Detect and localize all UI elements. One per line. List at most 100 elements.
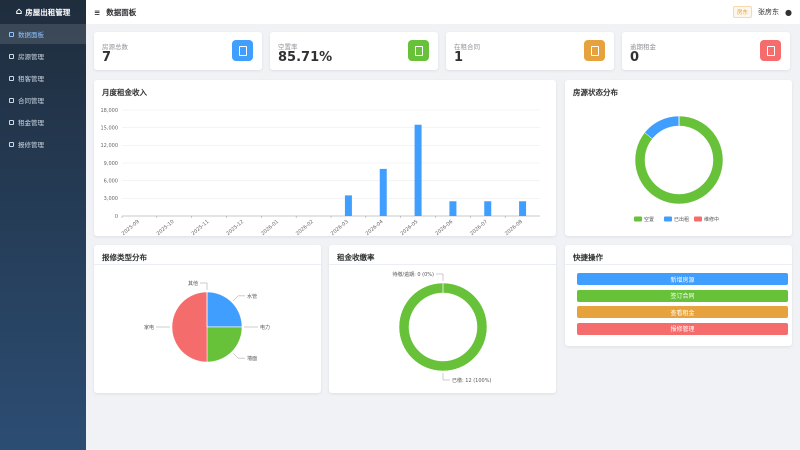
slice <box>644 115 680 140</box>
action-button[interactable]: 报修管理 <box>577 322 788 335</box>
chart: 已缴: 12 (100%) 待缴/逾期: 0 (0%) <box>392 271 491 384</box>
x-tick-label: 2026-08 <box>504 219 524 236</box>
legend-label: 空置 <box>644 216 654 223</box>
menu-icon <box>9 141 14 147</box>
menu-item[interactable]: 租客管理 <box>0 68 86 88</box>
x-tick-label: 2026-05 <box>399 219 419 236</box>
y-tick-label: 3,000 <box>104 196 118 202</box>
menu-icon <box>9 97 14 103</box>
x-tick-label: 2025-11 <box>190 219 210 236</box>
x-tick-label: 2026-02 <box>295 219 315 236</box>
x-tick-label: 2025-10 <box>156 219 176 236</box>
slice <box>398 282 488 372</box>
stat-value: 0 <box>630 50 640 65</box>
x-tick-label: 2025-12 <box>225 219 245 236</box>
menu-item[interactable]: 报修管理 <box>0 134 86 154</box>
legend-label: 已出租 <box>674 216 689 223</box>
slice-label: 待缴/逾期: 0 (0%) <box>392 271 434 278</box>
menu-item[interactable]: 合同管理 <box>0 90 86 110</box>
stat-value: 1 <box>454 50 464 65</box>
quick-actions: 快捷操作 新增房源签订合同查看租金报修管理 <box>565 245 792 346</box>
bar <box>344 195 352 216</box>
bar <box>379 168 387 216</box>
menu-item[interactable]: 租金管理 <box>0 112 86 132</box>
stat-card: 在租合同 1 <box>446 32 614 70</box>
chart-card: 租金收缴率 已缴: 12 (100%) 待缴/逾期: 0 (0%) <box>329 245 556 393</box>
legend-swatch <box>634 216 642 222</box>
x-tick-label: 2026-06 <box>434 219 454 236</box>
role-badge: 房东 <box>733 6 753 18</box>
chart: 空置 已出租 维修中 <box>634 115 724 223</box>
y-tick-label: 15,000 <box>101 125 119 131</box>
chart-title: 租金收缴率 <box>337 253 375 262</box>
chart-card: 房源状态分布 空置 已出租 维修中 <box>565 80 792 236</box>
user-name[interactable]: 张房东 <box>758 8 780 16</box>
brand: ⌂ 房屋出租管理 <box>15 7 71 17</box>
legend-swatch <box>664 216 672 222</box>
chart-card: 月度租金收入 0 3,000 6,000 9,000 12,000 15,000 18,00… <box>94 80 556 236</box>
x-tick-label: 2026-01 <box>260 219 280 236</box>
menu-item[interactable]: 房源管理 <box>0 46 86 66</box>
stat-card: 空置率 85.71% <box>270 32 438 70</box>
brand-title: 房屋出租管理 <box>25 7 71 17</box>
stat-card: 房源总数 7 <box>94 32 262 70</box>
stat-label: 在租合同 <box>454 43 480 51</box>
x-tick-label: 2026-07 <box>469 219 489 236</box>
label-line <box>200 282 208 290</box>
slice-label: 水管 <box>247 293 257 300</box>
label-line <box>232 352 246 359</box>
menu-label: 合同管理 <box>18 97 44 105</box>
x-tick-label: 2026-03 <box>330 219 350 236</box>
label-line <box>232 295 246 302</box>
sidebar: ⌂ 房屋出租管理 数据面板房源管理租客管理合同管理租金管理报修管理 <box>0 0 86 450</box>
slice <box>206 291 243 328</box>
legend-label: 维修中 <box>704 216 719 223</box>
stat-icon <box>408 40 429 61</box>
chart-card: 报修类型分布 水管电力墙面 家电 其他 <box>94 245 321 393</box>
y-tick-label: 18,000 <box>101 108 119 114</box>
bar <box>414 124 422 216</box>
chart-title: 月度租金收入 <box>102 88 147 97</box>
y-tick-label: 6,000 <box>104 178 118 184</box>
chart: 0 3,000 6,000 9,000 12,000 15,000 18,000 2025-0… <box>101 108 540 236</box>
label-line <box>436 273 444 281</box>
chart-title: 报修类型分布 <box>102 253 147 262</box>
slice <box>171 291 208 363</box>
menu-item[interactable]: 数据面板 <box>0 24 86 44</box>
bar <box>484 201 492 216</box>
menu-icon <box>9 119 14 125</box>
menu-icon <box>9 53 14 59</box>
quick-title: 快捷操作 <box>573 253 603 262</box>
stat-card: 逾期租金 0 <box>622 32 790 70</box>
legend-swatch <box>694 216 702 222</box>
action-button[interactable]: 查看租金 <box>577 306 788 318</box>
slice-label: 家电 <box>144 324 154 331</box>
menu-label: 数据面板 <box>18 31 44 39</box>
stat-icon <box>760 40 781 61</box>
action-button[interactable]: 新增房源 <box>577 273 788 285</box>
stat-value: 85.71% <box>278 50 333 65</box>
y-tick-label: 0 <box>115 214 118 220</box>
slice-label: 电力 <box>260 324 270 331</box>
slice-label: 其他 <box>188 280 198 287</box>
menu-icon <box>9 75 14 81</box>
stat-label: 空置率 <box>278 43 298 51</box>
stat-icon <box>232 40 253 61</box>
chart-title: 房源状态分布 <box>573 88 618 97</box>
x-tick-label: 2025-09 <box>121 219 141 236</box>
slice <box>206 326 243 363</box>
header: ≡ 数据面板 房东 张房东 ● <box>86 0 800 24</box>
bar <box>449 201 457 216</box>
menu-label: 报修管理 <box>18 141 44 149</box>
slice-label: 墙面 <box>247 355 257 362</box>
action-button[interactable]: 签订合同 <box>577 289 788 302</box>
stat-icon <box>584 40 605 61</box>
menu-label: 租客管理 <box>18 75 44 83</box>
bar <box>519 201 527 216</box>
menu-label: 租金管理 <box>18 119 44 127</box>
slice <box>634 115 724 205</box>
stat-label: 逾期租金 <box>630 43 656 51</box>
menu-icon <box>9 31 14 37</box>
